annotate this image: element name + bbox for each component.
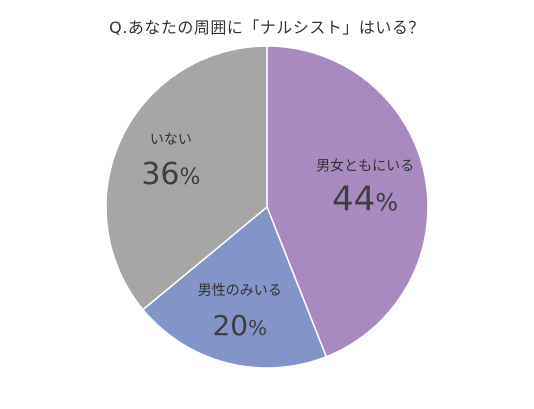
chart-title: Q.あなたの周囲に「ナルシスト」はいる？: [109, 18, 425, 37]
pie-slice-1: [266, 45, 429, 358]
pie-labels: 男女ともにいる 44% 男性のみいる 20% いない 36%: [141, 132, 414, 342]
pie-slice-3: [105, 45, 268, 311]
slice-label-value-2: 20%: [212, 309, 267, 342]
slice-label-name-3: いない: [150, 132, 192, 148]
slice-label-name-1: 男女ともにいる: [316, 157, 414, 174]
pie-slice-2: [141, 205, 328, 369]
pie-slices: [105, 45, 429, 369]
slice-label-value-1: 44%: [332, 179, 398, 219]
slice-label-value-3: 36%: [141, 157, 200, 192]
slice-label-name-2: 男性のみいる: [198, 283, 282, 299]
